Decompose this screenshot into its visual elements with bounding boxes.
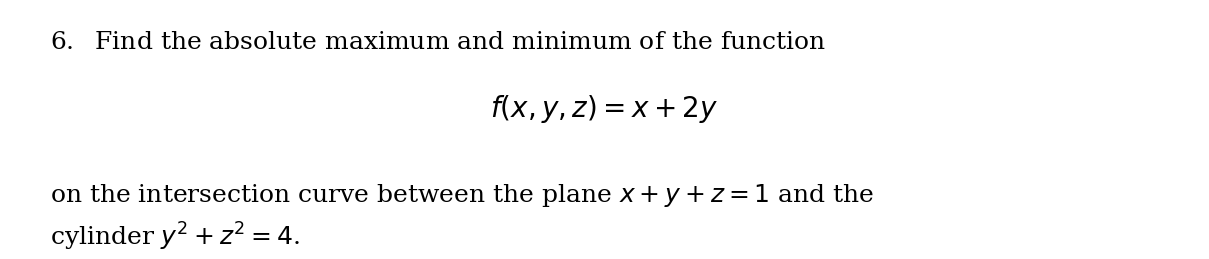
- Text: on the intersection curve between the plane $x + y + z = 1$ and the: on the intersection curve between the pl…: [50, 182, 874, 209]
- Text: $\mathdefault{6.}$  Find the absolute maximum and minimum of the function: $\mathdefault{6.}$ Find the absolute max…: [50, 31, 826, 54]
- Text: $f(x, y, z) = x + 2y$: $f(x, y, z) = x + 2y$: [491, 93, 718, 125]
- Text: cylinder $y^2 + z^2 = 4$.: cylinder $y^2 + z^2 = 4$.: [50, 221, 300, 253]
